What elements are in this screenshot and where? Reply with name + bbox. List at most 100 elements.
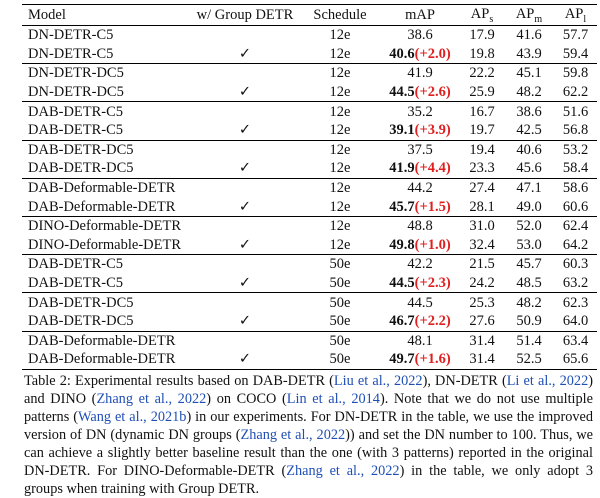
table-cell: DAB-Deformable-DETR: [22, 177, 190, 198]
map-value: 49.7(+1.6): [389, 351, 451, 368]
model: DAB-Deformable-DETR: [28, 180, 176, 197]
map: 41.9: [407, 65, 433, 82]
map: 38.6: [407, 27, 433, 44]
schedule: 12e: [329, 180, 351, 197]
model: DAB-Deformable-DETR: [28, 198, 176, 215]
ap-m: 42.5: [516, 122, 542, 139]
table-row: DAB-Deformable-DETR ✓ 50e 49.7(+1.6) 31.4 52.…: [22, 350, 597, 369]
table-cell: 19.8: [460, 45, 504, 64]
table-cell: [190, 177, 300, 198]
table-cell: 48.1: [380, 330, 460, 351]
table-cell: 12e: [300, 159, 380, 178]
row-group: DAB-DETR-C5 50e 42.2 21.5 45.7 60.3 DAB-DETR-C…: [22, 254, 597, 293]
ap-s: 19.8: [469, 45, 495, 62]
ap-m: 48.2: [516, 294, 542, 311]
schedule: 50e: [329, 256, 351, 273]
table-cell: [190, 254, 300, 274]
table-row: DAB-DETR-DC5 12e 37.5 19.4 40.6 53.2: [22, 139, 597, 160]
table-cell: 39.1(+3.9): [380, 121, 460, 140]
table-cell: 41.9: [380, 63, 460, 83]
row-group: DN-DETR-C5 12e 38.6 17.9 41.6 57.7 DN-DETR-C5 ✓…: [22, 26, 597, 64]
ap-l: 62.4: [562, 218, 589, 235]
table-cell: DAB-DETR-DC5: [22, 159, 190, 178]
ap-m: 43.9: [516, 45, 542, 62]
table-cell: 48.8: [380, 215, 460, 236]
ap-s: 31.4: [469, 332, 495, 349]
table-cell: 12e: [300, 45, 380, 64]
table-cell: [190, 63, 300, 83]
ap-l: 57.7: [562, 27, 589, 44]
ap-s: 19.7: [469, 122, 495, 139]
table-cell: 42.2: [380, 254, 460, 274]
group-detr: ✓: [238, 351, 252, 368]
table-cell: 25.9: [460, 83, 504, 102]
table-cell: DAB-DETR-C5: [22, 101, 190, 121]
model: DINO-Deformable-DETR: [28, 236, 182, 253]
schedule: 50e: [329, 351, 351, 368]
table-cell: 42.5: [504, 121, 554, 140]
model: DAB-Deformable-DETR: [28, 332, 176, 349]
caption-text: Table 2: Experimental results based on D…: [24, 373, 334, 389]
table-cell: ✓: [190, 274, 300, 293]
model: DN-DETR-DC5: [28, 84, 124, 101]
table-cell: 59.4: [554, 45, 597, 64]
column-header: Model: [22, 4, 190, 26]
table-cell: DAB-DETR-DC5: [22, 312, 190, 331]
table-cell: ✓: [190, 350, 300, 369]
table-cell: ✓: [190, 121, 300, 140]
table-cell: 44.5(+2.6): [380, 83, 460, 102]
table-row: DN-DETR-C5 ✓ 12e 40.6(+2.0) 19.8 43.9 59.4: [22, 45, 597, 64]
table-cell: 50e: [300, 312, 380, 331]
table-cell: 27.6: [460, 312, 504, 331]
ap-s: 32.4: [469, 236, 495, 253]
table-row: DAB-DETR-DC5 ✓ 12e 41.9(+4.4) 23.3 45.6 58.4: [22, 159, 597, 178]
schedule: 50e: [329, 313, 351, 330]
table-cell: 22.2: [460, 63, 504, 83]
table-cell: 51.4: [504, 330, 554, 351]
header-row: Model w/ Group DETR Schedule mAP APs APm APl: [22, 4, 597, 26]
header-text: Schedule: [313, 6, 367, 23]
table-cell: 12e: [300, 63, 380, 83]
table-cell: 57.7: [554, 26, 597, 45]
table-cell: 12e: [300, 197, 380, 216]
caption-text: ). Note that we do not use multiple patt…: [24, 391, 593, 425]
table-cell: 12e: [300, 215, 380, 236]
table-cell: 62.4: [554, 215, 597, 236]
ap-m: 41.6: [516, 27, 542, 44]
table-row: DINO-Deformable-DETR 12e 48.8 31.0 52.0 62.4: [22, 215, 597, 236]
table-cell: 44.2: [380, 177, 460, 198]
table-cell: 64.0: [554, 312, 597, 331]
map-gain: (+1.0): [414, 236, 451, 253]
schedule: 50e: [329, 294, 351, 311]
row-group: DN-DETR-DC5 12e 41.9 22.2 45.1 59.8 DN-DETR-DC…: [22, 63, 597, 102]
map: 48.1: [407, 332, 433, 349]
table-cell: 44.5: [380, 292, 460, 312]
column-header: APl: [554, 4, 597, 26]
ap-l: 64.2: [562, 236, 589, 253]
header-text: AP: [470, 5, 490, 22]
table-cell: 25.3: [460, 292, 504, 312]
citation: Zhang et al., 2022: [96, 391, 207, 407]
map-gain: (+1.5): [414, 198, 451, 215]
table-cell: DAB-Deformable-DETR: [22, 197, 190, 216]
table-cell: 40.6: [504, 139, 554, 160]
map-value: 44.5(+2.6): [389, 84, 451, 101]
ap-l: 63.2: [562, 275, 589, 292]
caption-text: )) and set the DN number to 100. Thus, w…: [24, 427, 593, 479]
table-row: DAB-DETR-C5 12e 35.2 16.7 38.6 51.6: [22, 101, 597, 121]
ap-s: 17.9: [469, 27, 495, 44]
table-cell: 63.2: [554, 274, 597, 293]
table-cell: DAB-Deformable-DETR: [22, 350, 190, 369]
table-cell: 40.6(+2.0): [380, 45, 460, 64]
table-cell: 19.7: [460, 121, 504, 140]
table-cell: 49.7(+1.6): [380, 350, 460, 369]
map-value: 46.7(+2.2): [389, 313, 451, 330]
table-cell: 21.5: [460, 254, 504, 274]
row-group: DAB-DETR-DC5 50e 44.5 25.3 48.2 62.3 DAB-DETR-…: [22, 292, 597, 331]
ap-m: 50.9: [516, 313, 542, 330]
group-detr: ✓: [238, 236, 252, 253]
table-cell: ✓: [190, 312, 300, 331]
model: DAB-DETR-DC5: [28, 160, 134, 177]
table-cell: 12e: [300, 177, 380, 198]
ap-l: 58.4: [562, 160, 589, 177]
